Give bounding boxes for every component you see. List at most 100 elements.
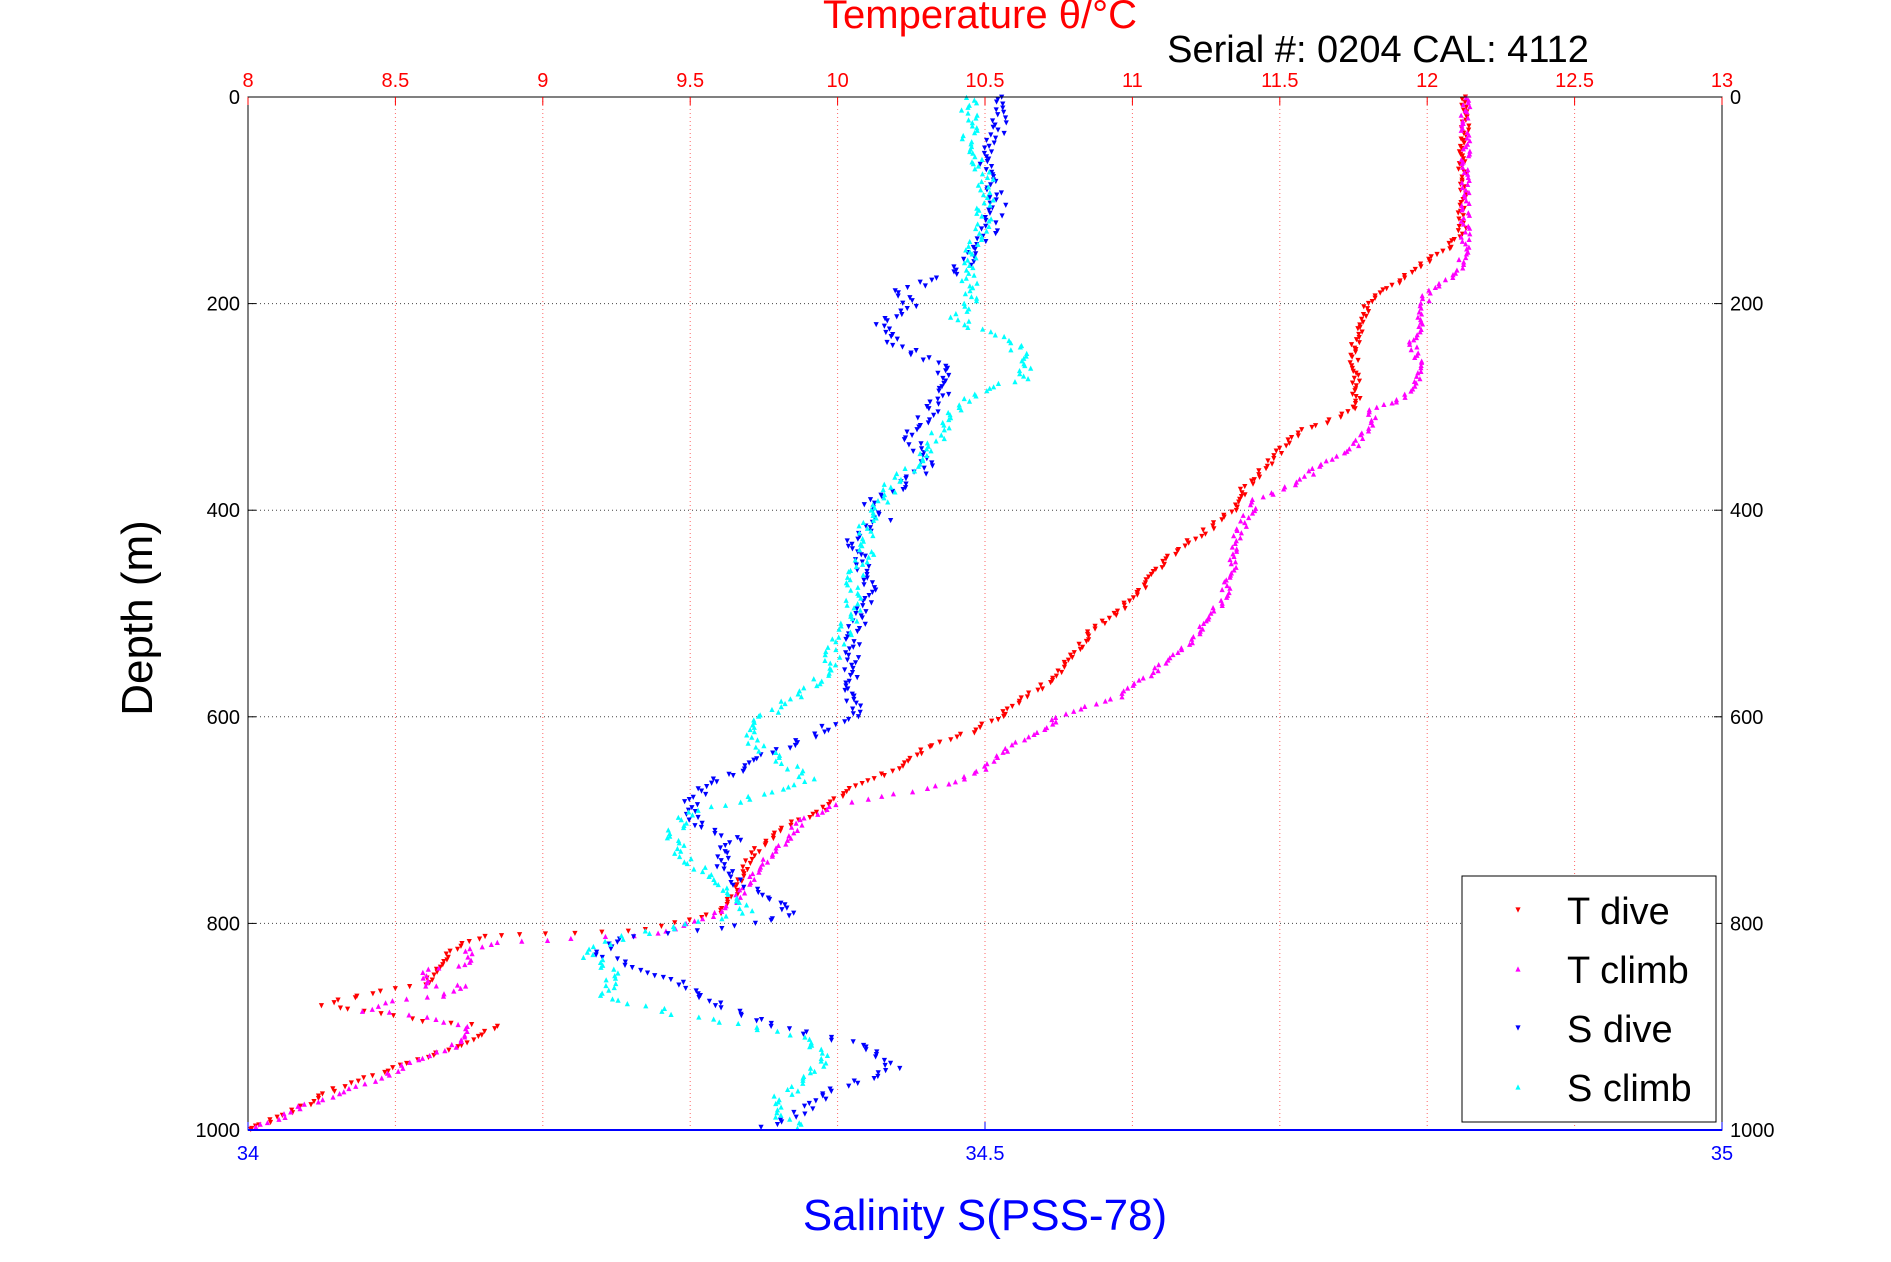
- data-point: [927, 744, 933, 750]
- data-point: [1363, 313, 1369, 319]
- data-point: [886, 326, 893, 332]
- data-point: [984, 194, 990, 201]
- data-point: [991, 758, 997, 764]
- data-point: [740, 768, 746, 774]
- data-point: [1393, 399, 1400, 405]
- data-point: [447, 948, 453, 954]
- data-point: [799, 770, 805, 776]
- data-point: [1418, 311, 1425, 317]
- data-point: [695, 786, 701, 792]
- data-point: [698, 788, 705, 794]
- data-point: [965, 110, 971, 116]
- data-point: [861, 577, 867, 583]
- data-point: [784, 837, 791, 843]
- data-point: [646, 930, 653, 936]
- data-point: [973, 115, 979, 121]
- data-point: [1350, 368, 1356, 374]
- data-point: [369, 1073, 376, 1079]
- data-point: [1237, 535, 1243, 541]
- data-point: [964, 308, 970, 314]
- data-point: [1143, 585, 1149, 591]
- data-point: [1008, 347, 1014, 353]
- data-point: [1456, 161, 1462, 167]
- data-point: [1440, 248, 1446, 254]
- data-point: [377, 988, 383, 994]
- data-point: [887, 1060, 894, 1066]
- data-point: [1152, 665, 1158, 671]
- data-point: [599, 929, 605, 935]
- data-point: [946, 425, 952, 431]
- data-point: [754, 886, 761, 892]
- data-point: [469, 1021, 475, 1028]
- data-point: [1016, 367, 1023, 374]
- left-tick-label: 400: [207, 500, 240, 522]
- data-point: [722, 849, 728, 855]
- data-point: [793, 1114, 799, 1120]
- data-point: [852, 660, 859, 666]
- data-point: [966, 262, 973, 268]
- data-point: [1234, 504, 1240, 510]
- data-point: [785, 784, 792, 790]
- data-point: [1345, 409, 1351, 415]
- data-point: [984, 159, 990, 165]
- data-point: [1418, 365, 1424, 371]
- data-point: [737, 837, 744, 843]
- data-point: [1355, 357, 1361, 364]
- data-point: [424, 1014, 430, 1020]
- data-point: [747, 796, 753, 802]
- data-point: [737, 877, 744, 883]
- data-point: [773, 749, 779, 755]
- data-point: [859, 780, 865, 787]
- data-point: [754, 737, 761, 743]
- data-point: [1023, 353, 1029, 359]
- top-tick-label: 10: [826, 70, 848, 92]
- data-point: [979, 721, 985, 727]
- data-point: [870, 502, 876, 508]
- data-point: [1413, 373, 1420, 379]
- data-point: [894, 336, 900, 342]
- data-point: [1186, 540, 1192, 546]
- data-point: [1024, 694, 1031, 700]
- data-point: [984, 174, 991, 180]
- data-point: [987, 189, 993, 196]
- data-point: [1356, 442, 1362, 449]
- top-tick-label: 9.5: [676, 70, 704, 92]
- top-tick-label: 12: [1416, 70, 1438, 92]
- data-point: [516, 932, 523, 938]
- data-point: [824, 1052, 831, 1059]
- legend-marker: [1515, 907, 1521, 913]
- data-point: [973, 100, 980, 106]
- data-point: [972, 246, 978, 252]
- data-point: [796, 773, 802, 780]
- data-point: [1313, 423, 1319, 429]
- data-point: [822, 657, 828, 664]
- data-point: [946, 416, 952, 423]
- data-point: [609, 996, 616, 1002]
- data-point: [1288, 435, 1295, 441]
- data-point: [668, 1011, 674, 1017]
- x-axis-label: Salinity S(PSS-78): [803, 1191, 1167, 1240]
- data-point: [725, 891, 731, 897]
- data-point: [674, 845, 681, 852]
- data-point: [1463, 241, 1469, 247]
- data-point: [994, 754, 1001, 761]
- data-point: [1447, 246, 1453, 252]
- data-point: [469, 951, 475, 957]
- data-point: [742, 858, 749, 864]
- data-point: [720, 887, 726, 893]
- data-point: [866, 554, 872, 560]
- data-point: [868, 528, 874, 534]
- data-point: [622, 959, 628, 965]
- data-point: [1062, 661, 1068, 668]
- data-point: [864, 525, 870, 531]
- data-point: [1242, 519, 1248, 526]
- data-point: [881, 773, 887, 779]
- data-point: [1460, 102, 1466, 108]
- data-point: [608, 941, 614, 947]
- data-point: [769, 706, 775, 713]
- data-point: [1357, 395, 1363, 402]
- data-point: [455, 1021, 461, 1028]
- data-point: [832, 662, 839, 668]
- data-point: [389, 998, 396, 1004]
- data-point: [867, 525, 873, 531]
